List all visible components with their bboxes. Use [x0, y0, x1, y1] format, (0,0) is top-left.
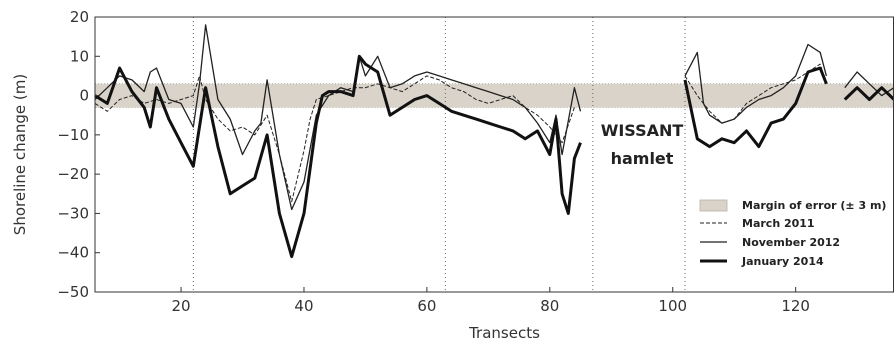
legend-label-january-2014: January 2014 — [741, 255, 824, 268]
x-tick-label: 40 — [294, 297, 313, 315]
x-tick-label: 100 — [658, 297, 687, 315]
y-tick-label: −20 — [57, 165, 89, 183]
x-tick-label: 60 — [417, 297, 436, 315]
margin-of-error-band — [94, 83, 894, 108]
x-tick-label: 20 — [171, 297, 190, 315]
x-tick-label: 80 — [540, 297, 559, 315]
series-line-november-2012-segment-1 — [684, 43, 828, 124]
annotation-line-1: WISSANT — [601, 121, 684, 140]
axis-ticks: −50 −40 −30 −20 −10 0 10 20 20 40 60 80 100 120 — [57, 8, 810, 315]
y-tick-label: 20 — [70, 8, 89, 26]
legend: Margin of error (± 3 m) March 2011 Novem… — [699, 199, 886, 268]
series-line-march-2011-segment-0 — [94, 75, 575, 203]
y-tick-label: 0 — [79, 87, 89, 105]
plot-frame — [94, 16, 894, 293]
y-tick-label: −40 — [57, 244, 89, 262]
legend-swatch-margin — [699, 199, 728, 212]
series-layer — [94, 24, 894, 259]
annotation-line-2: hamlet — [611, 149, 674, 168]
legend-label-march-2011: March 2011 — [742, 217, 815, 230]
series-line-january-2014-segment-1 — [683, 66, 828, 149]
x-tick-label: 120 — [781, 297, 810, 315]
x-axis-title: Transects — [468, 324, 540, 342]
y-tick-label: −30 — [57, 204, 89, 222]
wissant-annotation: WISSANT hamlet — [601, 121, 684, 168]
y-tick-label: −50 — [57, 283, 89, 301]
series-line-january-2014-segment-0 — [94, 54, 582, 259]
legend-label-margin: Margin of error (± 3 m) — [742, 199, 886, 212]
y-axis-title: Shoreline change (m) — [11, 74, 29, 235]
y-tick-label: −10 — [57, 126, 89, 144]
y-tick-label: 10 — [70, 47, 89, 65]
series-line-january-2014-segment-2 — [843, 86, 894, 101]
legend-label-november-2012: November 2012 — [742, 236, 840, 249]
